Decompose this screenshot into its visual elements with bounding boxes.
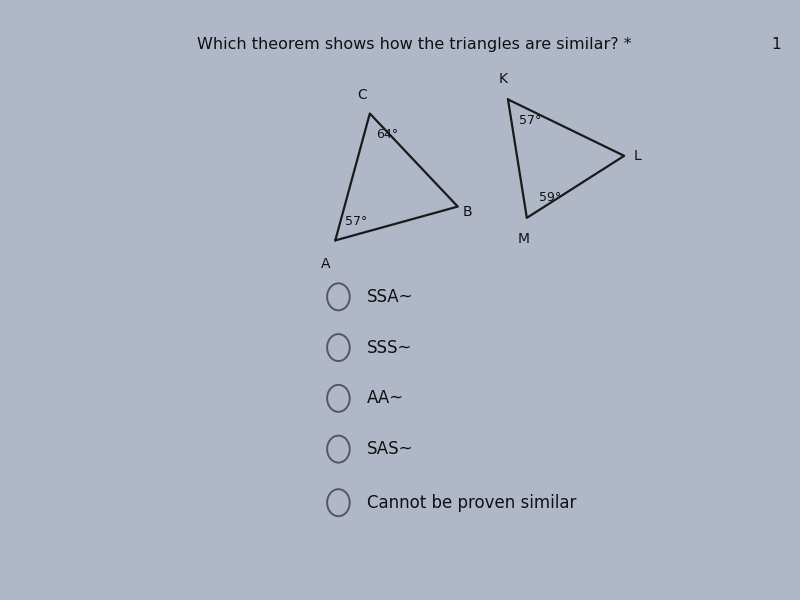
Text: 1: 1 (771, 37, 781, 52)
Text: A: A (321, 257, 330, 271)
Text: AA~: AA~ (366, 389, 404, 407)
Text: SAS~: SAS~ (366, 440, 414, 458)
Text: 57°: 57° (518, 113, 541, 127)
Text: C: C (357, 88, 366, 102)
Text: L: L (634, 149, 642, 163)
Text: K: K (499, 73, 508, 86)
Text: SSA~: SSA~ (366, 288, 414, 306)
Text: 57°: 57° (345, 215, 367, 228)
Text: Which theorem shows how the triangles are similar? *: Which theorem shows how the triangles ar… (197, 37, 632, 52)
Text: 64°: 64° (376, 128, 398, 140)
Text: M: M (518, 232, 530, 246)
Text: 59°: 59° (539, 191, 562, 204)
Text: Cannot be proven similar: Cannot be proven similar (366, 494, 576, 512)
Text: B: B (462, 205, 472, 219)
Text: SSS~: SSS~ (366, 338, 412, 356)
